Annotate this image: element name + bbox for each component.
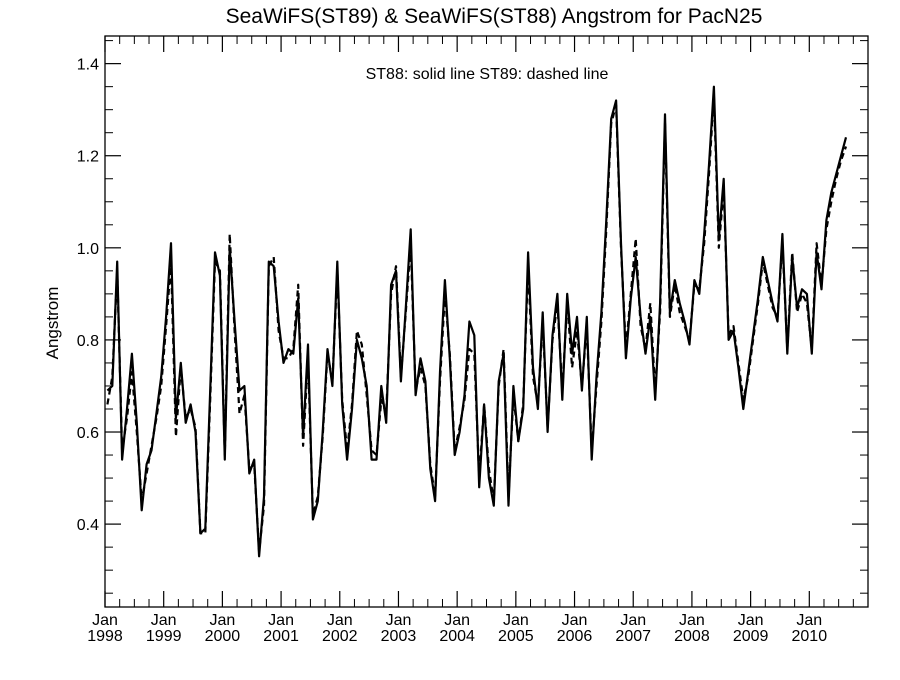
x-tick-year-label: 2006 <box>557 628 593 645</box>
plot-frame <box>104 35 869 608</box>
x-tick-year-label: 1999 <box>146 628 182 645</box>
y-tick-label: 0.4 <box>77 517 99 534</box>
series-lines <box>106 85 848 558</box>
x-tick-year-label: 2005 <box>498 628 534 645</box>
x-tick-month-label: Jan <box>738 612 764 629</box>
x-tick-month-label: Jan <box>386 612 412 629</box>
y-tick-label: 0.6 <box>77 425 99 442</box>
y-tick-label: 0.8 <box>77 333 99 350</box>
x-tick-year-label: 2009 <box>733 628 769 645</box>
series-line-st89 <box>106 94 848 553</box>
axis-ticks: 0.40.60.81.01.21.4Jan1998Jan1999Jan2000J… <box>77 36 868 645</box>
chart-title: SeaWiFS(ST89) & SeaWiFS(ST88) Angstrom f… <box>226 5 763 28</box>
x-tick-month-label: Jan <box>562 612 588 629</box>
x-tick-month-label: Jan <box>796 612 822 629</box>
x-tick-month-label: Jan <box>620 612 646 629</box>
y-tick-label: 1.4 <box>77 57 99 74</box>
x-tick-month-label: Jan <box>327 612 353 629</box>
x-tick-year-label: 2010 <box>792 628 828 645</box>
x-tick-year-label: 2001 <box>263 628 299 645</box>
series-annotation: ST88: solid line ST89: dashed line <box>366 66 609 83</box>
x-tick-year-label: 2004 <box>439 628 475 645</box>
x-tick-year-label: 1998 <box>87 628 123 645</box>
x-tick-year-label: 2002 <box>322 628 358 645</box>
x-tick-month-label: Jan <box>444 612 470 629</box>
x-tick-year-label: 2003 <box>381 628 417 645</box>
x-tick-year-label: 2008 <box>674 628 710 645</box>
y-tick-label: 1.2 <box>77 149 99 166</box>
series-line-st88 <box>106 85 848 558</box>
x-tick-year-label: 2000 <box>205 628 241 645</box>
x-tick-month-label: Jan <box>679 612 705 629</box>
x-tick-month-label: Jan <box>209 612 235 629</box>
x-tick-month-label: Jan <box>268 612 294 629</box>
x-tick-month-label: Jan <box>503 612 529 629</box>
x-tick-year-label: 2007 <box>615 628 651 645</box>
x-tick-month-label: Jan <box>92 612 118 629</box>
y-tick-label: 1.0 <box>77 241 99 258</box>
y-axis-label: Angstrom <box>43 287 62 360</box>
x-tick-month-label: Jan <box>151 612 177 629</box>
